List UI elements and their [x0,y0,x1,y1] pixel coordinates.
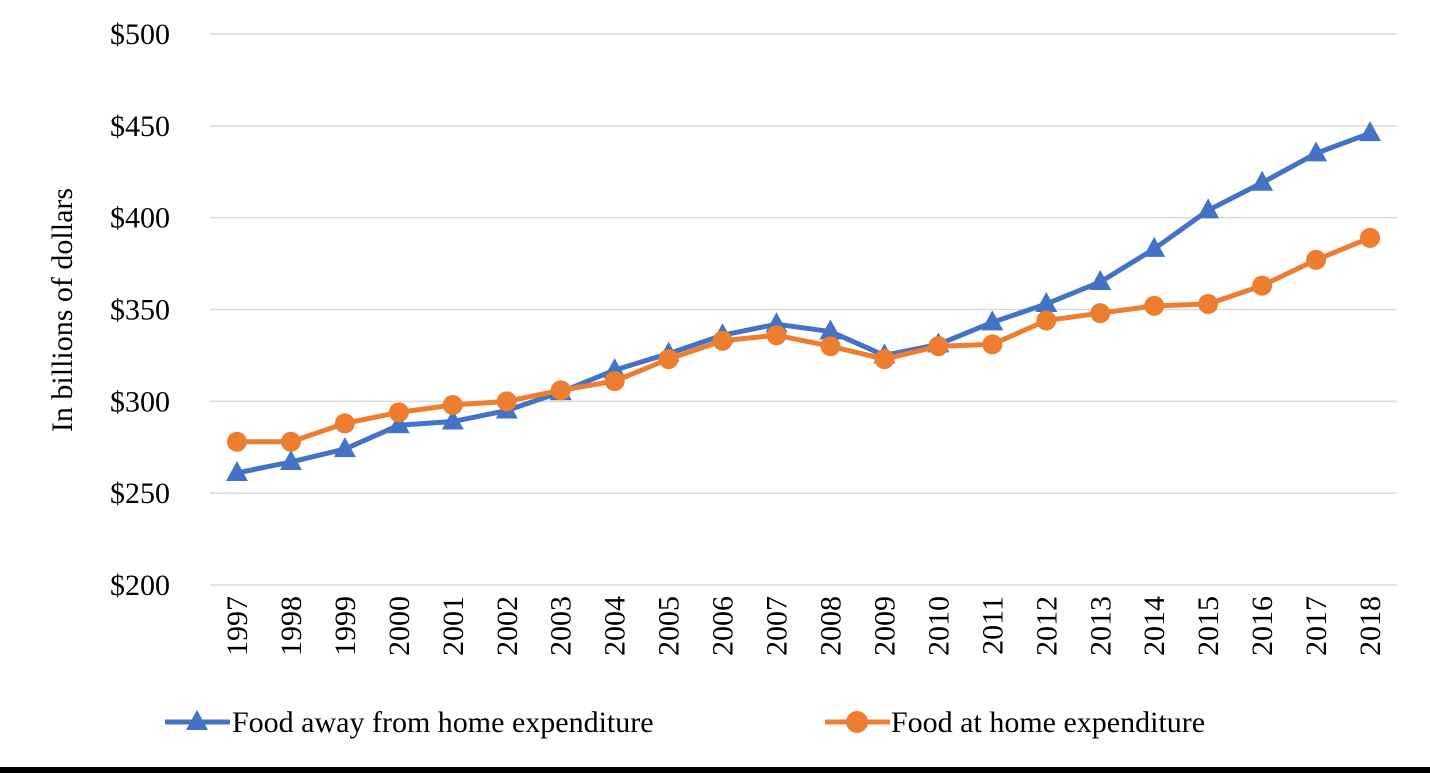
x-tick-label: 2018 [1354,596,1387,656]
series-line [236,235,1371,445]
data-point-circle [1360,227,1381,248]
x-tick-label: 2010 [922,596,955,656]
y-tick-label: $250 [110,477,170,510]
x-tick-label: 1997 [221,596,254,656]
data-point-circle [604,371,625,392]
data-point-circle [1090,303,1111,324]
data-point-triangle [819,319,842,340]
data-point-circle [550,380,571,401]
data-point-triangle [1089,269,1112,290]
data-point-triangle [1143,236,1166,257]
bottom-border [0,767,1430,773]
y-tick-label: $450 [110,110,170,143]
data-point-triangle [387,413,410,434]
y-tick-label: $350 [110,294,170,327]
data-point-circle [928,336,949,357]
data-point-circle [496,391,517,412]
data-point-circle [1036,310,1057,331]
x-tick-label: 2009 [868,596,901,656]
y-tick-label: $300 [110,385,170,418]
data-point-circle [1306,249,1327,270]
legend-label: Food at home expenditure [891,706,1205,739]
x-tick-label: 2006 [707,596,740,656]
data-point-circle [766,325,787,346]
x-tick-label: 2005 [653,596,686,656]
y-tick-label: $200 [110,569,170,602]
x-tick-label: 2014 [1138,596,1171,656]
data-point-triangle [1359,121,1382,142]
x-tick-label: 2007 [761,596,794,656]
data-point-circle [982,334,1003,355]
legend-item-food-at-home: Food at home expenditure [825,706,1205,739]
data-point-triangle [441,409,464,430]
x-tick-label: 2002 [491,596,524,656]
legend: Food away from home expenditure Food at … [165,706,1205,739]
x-tick-label: 2013 [1084,596,1117,656]
data-point-triangle [1305,141,1328,162]
series-group [225,121,1382,481]
legend-label: Food away from home expenditure [232,706,654,739]
data-point-triangle [981,310,1004,331]
series-food-at-home [226,227,1381,452]
x-tick-label: 2011 [976,596,1009,655]
x-tick-label: 2012 [1030,596,1063,656]
data-point-circle [226,431,247,452]
gridlines [210,33,1397,586]
y-axis-label: In billions of dollars [46,188,79,432]
x-tick-label: 1999 [329,596,362,656]
series-line [236,130,1371,476]
data-point-circle [1198,293,1219,314]
data-point-triangle [1035,291,1058,312]
data-point-circle [1144,295,1165,316]
x-axis-ticks: 1997 1998 1999 2000 2001 2002 2003 2004 2005 2006… [221,596,1387,656]
data-point-triangle [279,449,302,470]
y-axis-ticks: $200 $250 $300 $350 $400 $450 $500 [110,18,170,602]
data-point-circle [388,402,409,423]
x-tick-label: 2004 [599,596,632,656]
y-tick-label: $500 [110,18,170,51]
legend-circle-marker [846,711,868,733]
legend-item-food-away: Food away from home expenditure [165,706,654,739]
data-point-triangle [225,460,248,481]
data-point-circle [1252,275,1273,296]
y-tick-label: $400 [110,202,170,235]
x-tick-label: 2001 [437,596,470,656]
x-tick-label: 2015 [1192,596,1225,656]
data-point-triangle [333,437,356,458]
x-tick-label: 2008 [814,596,847,656]
x-tick-label: 2003 [545,596,578,656]
data-point-circle [280,431,301,452]
x-tick-label: 2000 [383,596,416,656]
data-point-circle [712,330,733,351]
x-tick-label: 2016 [1246,596,1279,656]
data-point-circle [334,413,355,434]
data-point-circle [874,349,895,370]
data-point-triangle [1197,198,1220,219]
data-point-circle [658,349,679,370]
data-point-circle [820,336,841,357]
data-point-circle [442,395,463,416]
data-point-triangle [1251,170,1274,191]
x-tick-label: 1998 [275,596,308,656]
legend-triangle-marker [186,710,208,730]
x-tick-label: 2017 [1300,596,1333,656]
